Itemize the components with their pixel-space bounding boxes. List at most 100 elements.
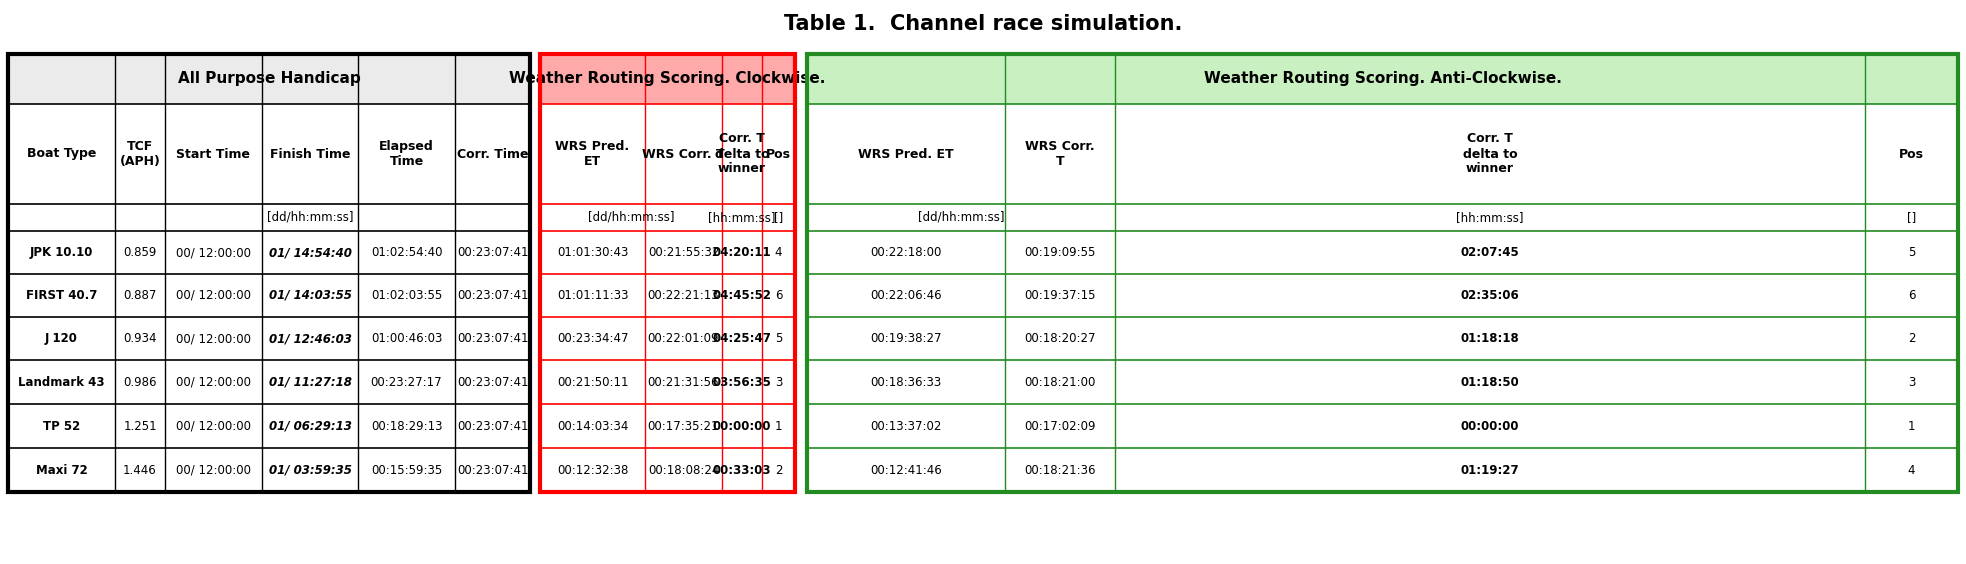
Text: 02:07:45: 02:07:45: [1461, 246, 1520, 259]
Bar: [541, 204, 794, 231]
Text: Finish Time: Finish Time: [269, 148, 350, 161]
Text: 00:33:03: 00:33:03: [714, 464, 771, 477]
Bar: [541, 317, 794, 360]
Text: 6: 6: [1907, 289, 1915, 302]
Text: 00:22:01:09: 00:22:01:09: [647, 332, 720, 345]
Text: 00:23:07:41: 00:23:07:41: [456, 246, 529, 259]
Text: J 120: J 120: [45, 332, 79, 345]
Text: 2: 2: [775, 464, 782, 477]
Text: 3: 3: [775, 376, 782, 389]
Text: 2: 2: [1907, 332, 1915, 345]
Text: 00:23:07:41: 00:23:07:41: [456, 289, 529, 302]
Bar: [806, 204, 1958, 231]
Text: 00:18:20:27: 00:18:20:27: [1024, 332, 1095, 345]
Text: 00:18:29:13: 00:18:29:13: [372, 420, 442, 433]
Bar: [8, 204, 531, 231]
Text: Weather Routing Scoring. Anti-Clockwise.: Weather Routing Scoring. Anti-Clockwise.: [1203, 72, 1561, 86]
Text: Table 1.  Channel race simulation.: Table 1. Channel race simulation.: [784, 14, 1182, 34]
Text: WRS Pred.
ET: WRS Pred. ET: [556, 140, 629, 168]
Text: All Purpose Handicap: All Purpose Handicap: [177, 72, 360, 86]
Text: 01/ 12:46:03: 01/ 12:46:03: [269, 332, 352, 345]
Text: 01:19:27: 01:19:27: [1461, 464, 1520, 477]
Text: 00:23:07:41: 00:23:07:41: [456, 420, 529, 433]
Text: WRS Pred. ET: WRS Pred. ET: [859, 148, 954, 161]
Text: JPK 10.10: JPK 10.10: [29, 246, 92, 259]
Text: 01/ 06:29:13: 01/ 06:29:13: [269, 420, 352, 433]
Text: 00:21:55:32: 00:21:55:32: [649, 246, 720, 259]
Text: 00:18:21:36: 00:18:21:36: [1024, 464, 1095, 477]
Text: 01:02:54:40: 01:02:54:40: [372, 246, 442, 259]
Text: 00:23:07:41: 00:23:07:41: [456, 464, 529, 477]
Text: 00:17:35:21: 00:17:35:21: [647, 420, 720, 433]
Text: Weather Routing Scoring. Clockwise.: Weather Routing Scoring. Clockwise.: [509, 72, 826, 86]
Text: [hh:mm:ss]: [hh:mm:ss]: [708, 211, 777, 224]
Text: 00:23:27:17: 00:23:27:17: [372, 376, 442, 389]
Text: 01/ 14:54:40: 01/ 14:54:40: [269, 246, 352, 259]
Text: TP 52: TP 52: [43, 420, 81, 433]
Text: 00:00:00: 00:00:00: [714, 420, 771, 433]
Bar: [8, 231, 531, 274]
Text: 01/ 11:27:18: 01/ 11:27:18: [269, 376, 352, 389]
Bar: [8, 104, 531, 204]
Text: [dd/hh:mm:ss]: [dd/hh:mm:ss]: [588, 211, 674, 224]
Text: 01/ 14:03:55: 01/ 14:03:55: [269, 289, 352, 302]
Text: 00/ 12:00:00: 00/ 12:00:00: [177, 464, 252, 477]
Bar: [541, 404, 794, 448]
Text: 00:22:21:13: 00:22:21:13: [647, 289, 720, 302]
Text: 00:19:37:15: 00:19:37:15: [1024, 289, 1095, 302]
Text: Landmark 43: Landmark 43: [18, 376, 104, 389]
Text: [dd/hh:mm:ss]: [dd/hh:mm:ss]: [918, 211, 1005, 224]
Text: 1.446: 1.446: [124, 464, 157, 477]
Text: 00:18:21:00: 00:18:21:00: [1024, 376, 1095, 389]
Text: 00:18:08:24: 00:18:08:24: [649, 464, 720, 477]
Bar: [541, 54, 794, 492]
Bar: [541, 360, 794, 404]
Text: 00:13:37:02: 00:13:37:02: [871, 420, 942, 433]
Text: 00:23:34:47: 00:23:34:47: [556, 332, 629, 345]
Text: 00:21:50:11: 00:21:50:11: [556, 376, 629, 389]
Text: 3: 3: [1907, 376, 1915, 389]
Text: 5: 5: [1907, 246, 1915, 259]
Bar: [806, 317, 1958, 360]
Text: Corr. Time: Corr. Time: [456, 148, 529, 161]
Text: Maxi 72: Maxi 72: [35, 464, 87, 477]
Text: 1: 1: [775, 420, 782, 433]
Text: 00:23:07:41: 00:23:07:41: [456, 376, 529, 389]
Text: Elapsed
Time: Elapsed Time: [379, 140, 434, 168]
Text: 00/ 12:00:00: 00/ 12:00:00: [177, 289, 252, 302]
Bar: [806, 404, 1958, 448]
Bar: [8, 54, 531, 104]
Text: 00:19:09:55: 00:19:09:55: [1024, 246, 1095, 259]
Text: 0.934: 0.934: [124, 332, 157, 345]
Text: 02:35:06: 02:35:06: [1461, 289, 1520, 302]
Text: 4: 4: [1907, 464, 1915, 477]
Text: 6: 6: [775, 289, 782, 302]
Text: 00:22:18:00: 00:22:18:00: [871, 246, 942, 259]
Bar: [541, 54, 794, 104]
Text: 5: 5: [775, 332, 782, 345]
Bar: [541, 104, 794, 204]
Text: 1.251: 1.251: [124, 420, 157, 433]
Text: [hh:mm:ss]: [hh:mm:ss]: [1457, 211, 1524, 224]
Text: 00:18:36:33: 00:18:36:33: [871, 376, 942, 389]
Bar: [8, 54, 531, 492]
Bar: [541, 448, 794, 492]
Text: []: []: [775, 211, 782, 224]
Text: 01/ 03:59:35: 01/ 03:59:35: [269, 464, 352, 477]
Bar: [806, 360, 1958, 404]
Text: 04:20:11: 04:20:11: [714, 246, 771, 259]
Text: 01:00:46:03: 01:00:46:03: [372, 332, 442, 345]
Text: 4: 4: [775, 246, 782, 259]
Bar: [8, 274, 531, 317]
Text: 00:17:02:09: 00:17:02:09: [1024, 420, 1095, 433]
Text: 03:56:35: 03:56:35: [712, 376, 771, 389]
Text: 00:15:59:35: 00:15:59:35: [372, 464, 442, 477]
Bar: [806, 104, 1958, 204]
Text: 00/ 12:00:00: 00/ 12:00:00: [177, 246, 252, 259]
Text: 00:00:00: 00:00:00: [1461, 420, 1520, 433]
Text: 00:23:07:41: 00:23:07:41: [456, 332, 529, 345]
Text: 00:22:06:46: 00:22:06:46: [871, 289, 942, 302]
Text: 00:12:41:46: 00:12:41:46: [871, 464, 942, 477]
Text: 0.887: 0.887: [124, 289, 157, 302]
Text: 01:18:18: 01:18:18: [1461, 332, 1520, 345]
